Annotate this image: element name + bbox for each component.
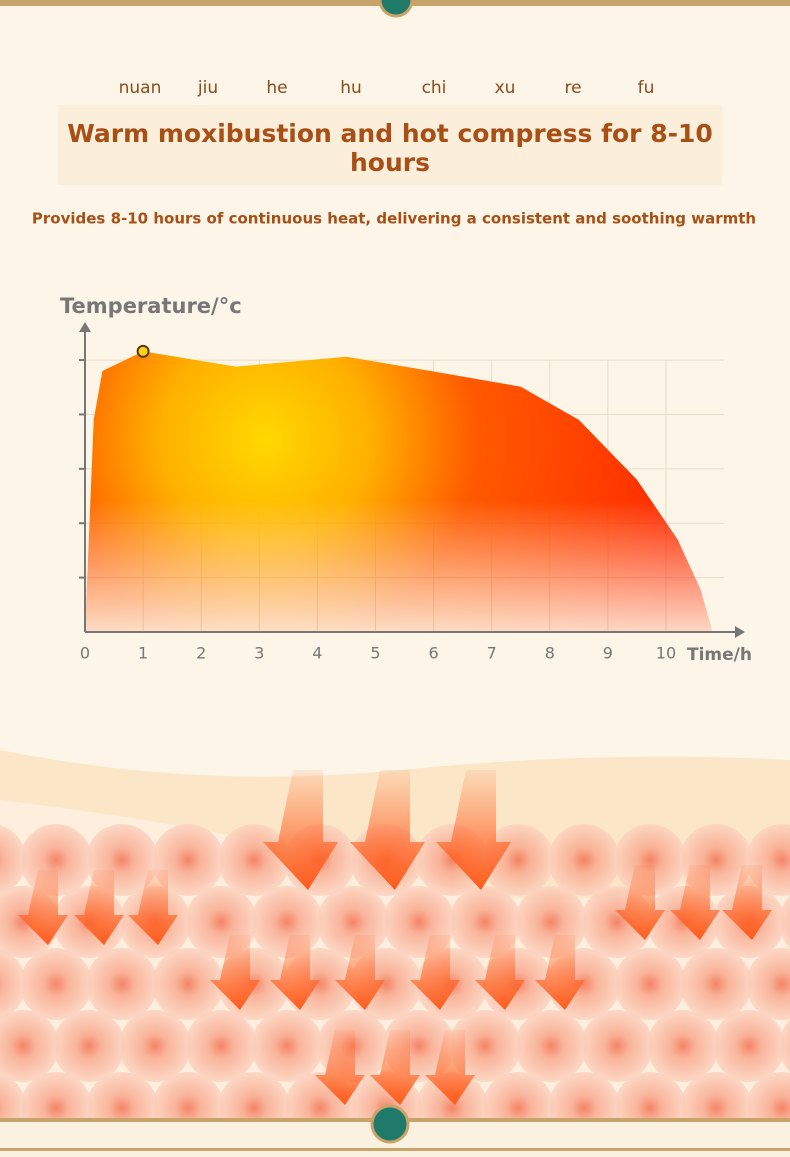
heat-arrow bbox=[74, 870, 124, 945]
heat-arrow bbox=[410, 935, 460, 1010]
cell bbox=[218, 824, 290, 896]
cell bbox=[647, 1010, 719, 1082]
heat-arrow bbox=[535, 935, 585, 1010]
cell bbox=[0, 949, 26, 1019]
pinyin: fu bbox=[638, 78, 655, 98]
x-axis-arrow bbox=[735, 626, 745, 638]
cell bbox=[0, 1010, 59, 1082]
cell bbox=[449, 1010, 521, 1082]
pinyin: xu bbox=[495, 78, 516, 98]
title-line-1: Warm moxibustion and hot compress for 8-… bbox=[67, 119, 713, 148]
cell bbox=[0, 825, 26, 895]
heat-arrow bbox=[370, 1030, 420, 1105]
heat-arrow bbox=[475, 935, 525, 1010]
x-tick-label: 7 bbox=[487, 644, 497, 663]
heat-arrow bbox=[425, 1030, 475, 1105]
heat-arrow bbox=[615, 865, 665, 940]
cell bbox=[713, 1010, 785, 1082]
x-tick-label: 2 bbox=[196, 644, 206, 663]
x-axis-label: Time/h bbox=[687, 645, 752, 665]
peak-marker bbox=[136, 344, 150, 358]
cell bbox=[581, 1010, 653, 1082]
top-border bbox=[0, 0, 790, 18]
cell bbox=[746, 948, 790, 1020]
cell bbox=[152, 948, 224, 1020]
x-tick-label: 0 bbox=[80, 644, 90, 663]
pinyin: he bbox=[266, 78, 287, 98]
cell bbox=[779, 896, 790, 948]
cell bbox=[614, 948, 686, 1020]
y-axis-arrow bbox=[79, 322, 91, 332]
heat-arrow bbox=[350, 770, 425, 890]
cell bbox=[86, 948, 158, 1020]
heat-arrow bbox=[436, 770, 511, 890]
x-tick-label: 9 bbox=[603, 644, 613, 663]
y-axis-label: Temperature/°c bbox=[60, 294, 242, 318]
title-line-2: hours bbox=[350, 148, 430, 177]
subtitle: Provides 8-10 hours of continuous heat, … bbox=[32, 210, 756, 228]
heat-arrow bbox=[263, 770, 338, 890]
cell bbox=[779, 1020, 790, 1072]
x-tick-label: 4 bbox=[312, 644, 322, 663]
pinyin: hu bbox=[340, 78, 362, 98]
x-tick-label: 1 bbox=[138, 644, 148, 663]
cell bbox=[20, 948, 92, 1020]
cell bbox=[119, 1010, 191, 1082]
cell bbox=[251, 886, 323, 958]
heat-arrow bbox=[315, 1030, 365, 1105]
heat-arrow bbox=[128, 870, 178, 945]
skin-illustration bbox=[0, 750, 790, 1157]
cell bbox=[548, 824, 620, 896]
heat-arrow bbox=[270, 935, 320, 1010]
cell bbox=[515, 1010, 587, 1082]
pinyin: jiu bbox=[197, 78, 218, 98]
heat-arrow bbox=[335, 935, 385, 1010]
pinyin: chi bbox=[422, 78, 447, 98]
cell bbox=[185, 1010, 257, 1082]
heat-arrow bbox=[210, 935, 260, 1010]
cell bbox=[614, 824, 686, 896]
cell bbox=[515, 886, 587, 958]
heat-arrow bbox=[18, 870, 68, 945]
pinyin: re bbox=[564, 78, 581, 98]
heat-arrow bbox=[670, 865, 720, 940]
cell bbox=[251, 1010, 323, 1082]
title-box bbox=[58, 105, 722, 185]
x-tick-label: 10 bbox=[656, 644, 676, 663]
x-tick-label: 3 bbox=[254, 644, 264, 663]
x-tick-label: 8 bbox=[545, 644, 555, 663]
temperature-area bbox=[85, 351, 713, 632]
heat-arrow bbox=[722, 865, 772, 940]
pinyin: nuan bbox=[119, 78, 162, 98]
cell bbox=[680, 948, 752, 1020]
x-tick-label: 6 bbox=[428, 644, 438, 663]
cell bbox=[53, 1010, 125, 1082]
x-tick-label: 5 bbox=[370, 644, 380, 663]
cell bbox=[152, 824, 224, 896]
bottom-border bbox=[0, 1104, 790, 1157]
